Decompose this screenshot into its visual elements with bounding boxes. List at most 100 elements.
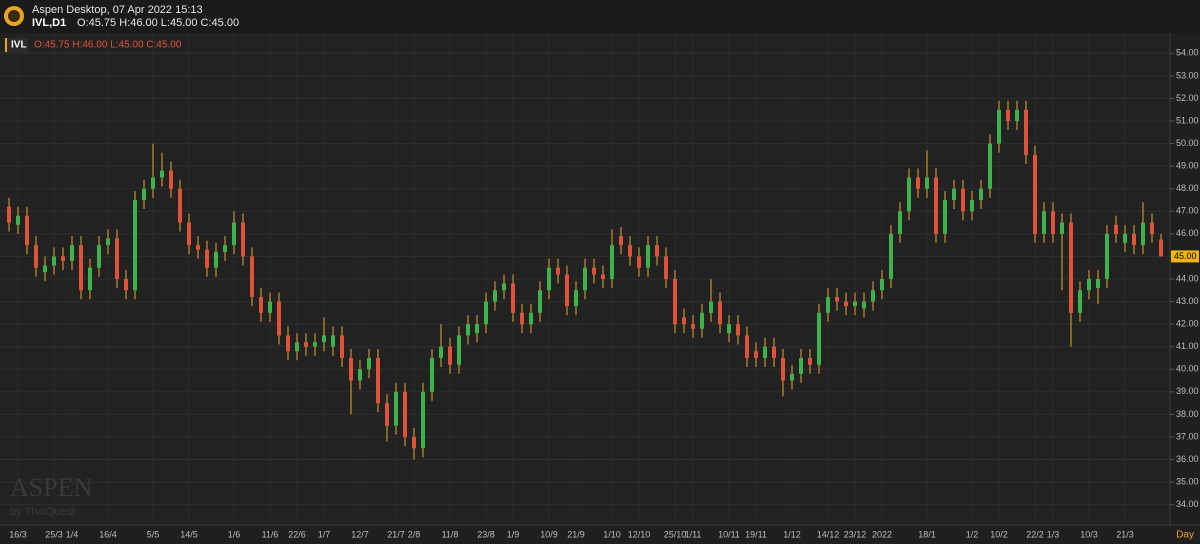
candle-body [43, 265, 47, 273]
candle-body [1159, 239, 1163, 257]
candle-body [259, 297, 263, 313]
candle-body [646, 245, 650, 268]
candle-body [349, 357, 353, 381]
candle-body [34, 245, 38, 268]
y-tick-label: 41.00 [1176, 341, 1199, 351]
x-tick-label: 21/9 [567, 529, 585, 539]
candle-body [1096, 279, 1100, 289]
x-tick-label: 14/5 [180, 529, 198, 539]
x-tick-label: 10/2 [990, 529, 1008, 539]
candle-body [106, 238, 110, 246]
candle-body [673, 279, 677, 325]
candle-body [169, 170, 173, 189]
last-price-tag [1171, 250, 1199, 263]
candle-body [853, 301, 857, 307]
x-tick-label: 5/5 [147, 529, 160, 539]
candle-body [61, 256, 65, 261]
candle-body [934, 177, 938, 234]
legend-name: IVL [11, 40, 27, 51]
y-tick-label: 50.00 [1176, 138, 1199, 148]
x-tick-label: 1/3 [1047, 529, 1060, 539]
candle-body [52, 256, 56, 266]
watermark: ASPEN [10, 473, 93, 502]
x-tick-label: 16/3 [9, 529, 27, 539]
candle-body [214, 251, 218, 268]
candle-body [907, 177, 911, 212]
candle-body [340, 335, 344, 358]
candle-body [1024, 109, 1028, 155]
candle-body [565, 274, 569, 307]
candle-body [205, 249, 209, 268]
candle-body [1051, 211, 1055, 234]
header-bar [0, 0, 1200, 33]
candle-body [1132, 233, 1136, 246]
x-tick-label: 2/8 [408, 529, 421, 539]
candle-body [421, 391, 425, 449]
legend-ohlc: O:45.75 H:46.00 L:45.00 C:45.00 [34, 40, 182, 51]
candle-body [952, 188, 956, 201]
candle-body [1069, 222, 1073, 313]
candle-body [1006, 109, 1010, 122]
candle-body [1078, 290, 1082, 313]
candle-body [574, 290, 578, 307]
x-tick-label: 23/12 [844, 529, 867, 539]
candle-body [754, 351, 758, 358]
y-tick-label: 43.00 [1176, 296, 1199, 306]
candle-body [241, 222, 245, 257]
candle-body [511, 283, 515, 313]
candle-body [160, 170, 164, 178]
candle-body [223, 245, 227, 252]
candle-body [889, 233, 893, 279]
candle-body [448, 346, 452, 365]
candle-body [502, 283, 506, 291]
candle-body [466, 324, 470, 336]
candle-body [7, 206, 11, 223]
x-tick-label: 23/8 [477, 529, 495, 539]
candle-body [772, 346, 776, 358]
x-tick-label: 10/3 [1080, 529, 1098, 539]
candle-body [808, 357, 812, 365]
candle-body [871, 290, 875, 302]
candle-body [331, 335, 335, 347]
candle-body [79, 245, 83, 291]
candle-body [376, 357, 380, 404]
candle-body [394, 391, 398, 426]
y-tick-label: 54.00 [1176, 48, 1199, 58]
candle-body [1015, 109, 1019, 122]
candle-body [799, 357, 803, 374]
candle-body [691, 324, 695, 329]
y-tick-label: 44.00 [1176, 273, 1199, 283]
candle-body [844, 301, 848, 307]
candle-body [493, 290, 497, 302]
y-tick-label: 51.00 [1176, 115, 1199, 125]
y-tick-label: 38.00 [1176, 409, 1199, 419]
candle-body [835, 297, 839, 302]
candle-body [1141, 222, 1145, 246]
candle-body [115, 238, 119, 279]
x-tick-label: 25/10 [664, 529, 687, 539]
candle-body [1123, 233, 1127, 243]
candle-body [1114, 224, 1118, 234]
candle-body [988, 143, 992, 189]
x-tick-label: 1/11 [685, 529, 702, 539]
x-tick-label: 1/7 [318, 529, 331, 539]
candle-body [592, 267, 596, 275]
y-tick-label: 47.00 [1176, 206, 1199, 216]
ohlc-header: O:45.75 H:46.00 L:45.00 C:45.00 [77, 17, 239, 29]
x-tick-label: 1/4 [66, 529, 79, 539]
y-tick-label: 49.00 [1176, 161, 1199, 171]
x-tick-label: 11/8 [442, 529, 459, 539]
x-tick-label: 12/10 [628, 529, 651, 539]
candle-body [745, 335, 749, 358]
candle-body [727, 324, 731, 334]
candle-body [1060, 222, 1064, 234]
candle-body [538, 290, 542, 313]
candle-body [628, 245, 632, 257]
x-tick-label: 11/6 [262, 529, 279, 539]
candle-body [826, 297, 830, 313]
candle-body [610, 245, 614, 279]
candle-body [277, 301, 281, 336]
candle-body [925, 177, 929, 189]
